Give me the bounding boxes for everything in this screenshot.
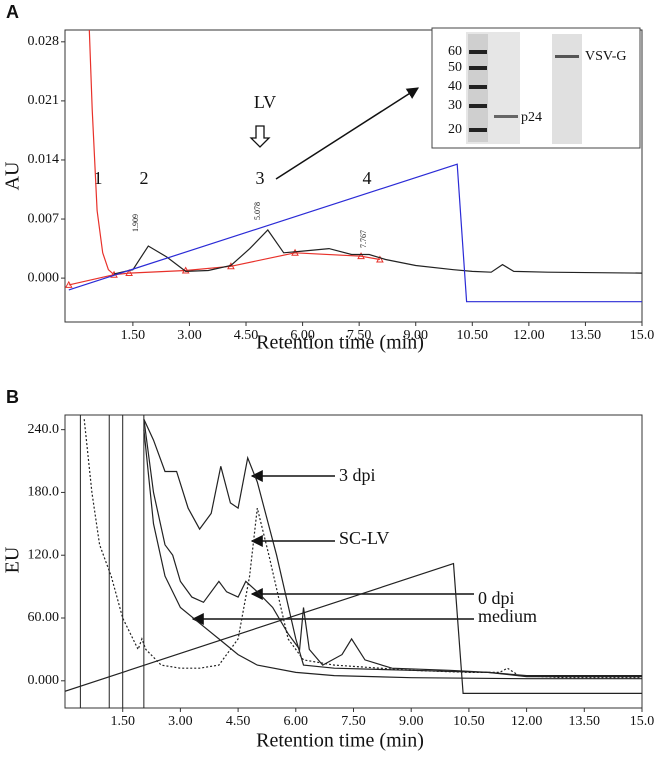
panel-label: A — [6, 2, 19, 22]
mw-label: 60 — [448, 44, 462, 59]
ladder-band — [469, 66, 487, 70]
p24-band — [494, 115, 518, 118]
x-tick-label: 7.50 — [347, 328, 372, 343]
peak-time: 5.078 — [253, 202, 262, 220]
y-tick-label: 0.028 — [28, 34, 60, 49]
x-axis-label: Retention time (min) — [256, 332, 424, 354]
y-axis-label: AU — [2, 161, 24, 190]
x-tick-label: 15.0 — [630, 714, 655, 729]
plot-area — [65, 415, 642, 708]
y-axis-label: EU — [2, 546, 24, 573]
trace — [143, 418, 642, 677]
x-tick-label: 12.00 — [513, 328, 545, 343]
x-tick-label: 13.50 — [569, 714, 601, 729]
peak-number: 4 — [363, 168, 372, 188]
x-tick-label: 3.00 — [168, 714, 193, 729]
y-tick-label: 0.000 — [28, 270, 60, 285]
peak-number: 2 — [140, 168, 149, 188]
trace — [65, 562, 642, 694]
mw-label: 30 — [448, 98, 462, 113]
trace — [68, 252, 381, 286]
plot-frame — [64, 414, 643, 709]
x-axis-label: Retention time (min) — [256, 730, 424, 752]
baseline-marker — [357, 252, 365, 260]
x-tick-label: 6.00 — [284, 714, 309, 729]
trace — [113, 229, 642, 275]
x-tick-label: 1.50 — [110, 714, 135, 729]
plot-area — [65, 30, 642, 303]
x-tick-label: 4.50 — [226, 714, 251, 729]
mw-label: 50 — [448, 60, 462, 75]
lv-label: LV — [254, 92, 276, 112]
x-tick-label: 6.00 — [290, 328, 315, 343]
x-tick-label: 12.00 — [511, 714, 543, 729]
trace-label: medium — [478, 606, 537, 626]
ladder-band — [469, 128, 487, 132]
peak-time: 7.767 — [359, 230, 368, 248]
x-tick-label: 4.50 — [234, 328, 259, 343]
x-tick-label: 15.0 — [630, 328, 655, 343]
x-tick-label: 10.50 — [453, 714, 485, 729]
baseline-marker — [376, 255, 384, 263]
hollow-arrow — [249, 125, 271, 148]
vsvg-band — [555, 55, 579, 58]
trace — [143, 429, 642, 680]
ladder-band — [469, 85, 487, 89]
x-tick-label: 9.00 — [403, 328, 428, 343]
x-tick-label: 7.50 — [341, 714, 366, 729]
baseline-marker — [291, 248, 299, 256]
inset — [431, 27, 641, 149]
y-tick-label: 0.014 — [28, 152, 60, 167]
plot-frame — [64, 29, 643, 323]
blot — [552, 34, 582, 144]
trace-label: SC-LV — [339, 528, 389, 548]
x-tick-label: 13.50 — [570, 328, 602, 343]
panel-label: B — [6, 387, 19, 407]
peak-time: 1.909 — [131, 214, 140, 232]
trace — [88, 30, 115, 276]
y-tick-label: 240.0 — [28, 422, 60, 437]
ladder-band — [469, 104, 487, 108]
x-tick-label: 9.00 — [399, 714, 424, 729]
trace-label: 0 dpi — [478, 588, 515, 608]
y-tick-label: 180.0 — [28, 485, 60, 500]
x-tick-label: 3.00 — [177, 328, 202, 343]
trace-label: 3 dpi — [339, 465, 376, 485]
mw-label: 40 — [448, 79, 462, 94]
baseline-marker — [125, 269, 133, 277]
band-label: p24 — [521, 110, 542, 125]
peak-number: 1 — [94, 168, 103, 188]
x-tick-label: 1.50 — [121, 328, 146, 343]
mw-label: 20 — [448, 122, 462, 137]
baseline-marker — [65, 280, 73, 288]
y-tick-label: 0.021 — [28, 93, 60, 108]
x-tick-label: 10.50 — [457, 328, 489, 343]
y-tick-label: 0.007 — [28, 211, 60, 226]
trace — [68, 163, 642, 303]
band-label: VSV-G — [585, 49, 627, 64]
ladder-band — [469, 50, 487, 54]
arrow — [275, 87, 420, 180]
peak-number: 3 — [256, 168, 265, 188]
y-tick-label: 0.000 — [28, 673, 60, 688]
y-tick-label: 60.00 — [28, 610, 60, 625]
y-tick-label: 120.0 — [28, 547, 60, 562]
